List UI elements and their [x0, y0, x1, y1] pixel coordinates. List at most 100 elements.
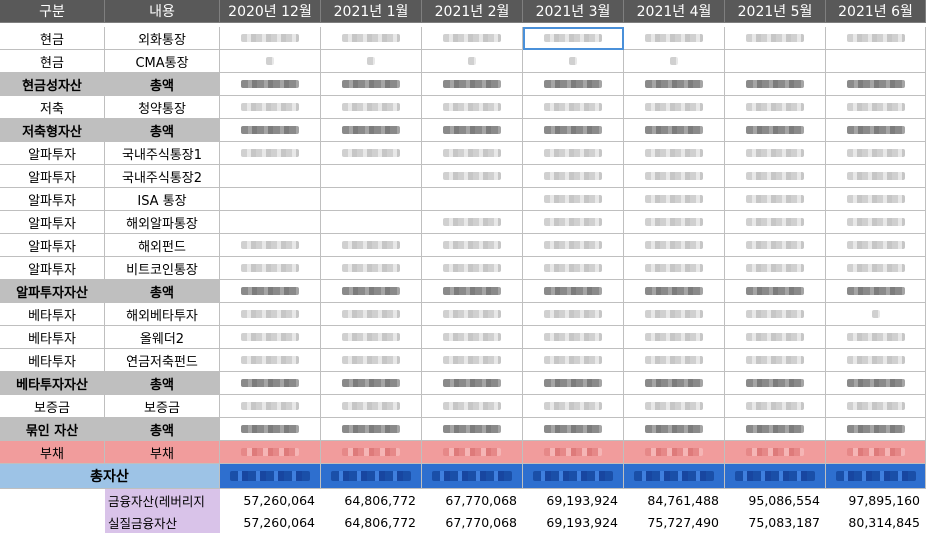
value-cell[interactable] — [826, 464, 926, 489]
summary-value[interactable]: 75,083,187 — [748, 514, 820, 530]
value-cell[interactable] — [220, 188, 321, 211]
content-cell[interactable]: 보증금 — [105, 395, 220, 418]
content-cell[interactable]: CMA통장 — [105, 50, 220, 73]
value-cell[interactable] — [220, 303, 321, 326]
summary-value[interactable]: 64,806,772 — [344, 492, 416, 508]
value-cell[interactable] — [826, 73, 926, 96]
value-cell[interactable] — [826, 142, 926, 165]
value-cell[interactable] — [826, 27, 926, 50]
value-cell[interactable] — [523, 188, 624, 211]
value-cell[interactable] — [321, 418, 422, 441]
value-cell[interactable] — [321, 303, 422, 326]
header-month[interactable]: 2021년 1월 — [321, 0, 422, 23]
content-cell[interactable]: 국내주식통장1 — [105, 142, 220, 165]
value-cell[interactable] — [422, 188, 523, 211]
value-cell[interactable] — [725, 211, 826, 234]
header-month[interactable]: 2021년 2월 — [422, 0, 523, 23]
content-cell[interactable]: 해외알파통장 — [105, 211, 220, 234]
value-cell[interactable] — [321, 257, 422, 280]
value-cell[interactable] — [220, 257, 321, 280]
value-cell[interactable] — [422, 50, 523, 73]
value-cell[interactable] — [624, 211, 725, 234]
summary-value[interactable]: 67,770,068 — [445, 492, 517, 508]
value-cell[interactable] — [422, 441, 523, 464]
total-assets-label[interactable]: 총자산 — [0, 464, 220, 489]
value-cell[interactable] — [523, 280, 624, 303]
value-cell[interactable] — [725, 257, 826, 280]
value-cell[interactable] — [725, 303, 826, 326]
value-cell[interactable] — [725, 234, 826, 257]
value-cell[interactable] — [321, 50, 422, 73]
value-cell[interactable] — [321, 96, 422, 119]
value-cell[interactable] — [725, 372, 826, 395]
value-cell[interactable] — [220, 165, 321, 188]
value-cell[interactable] — [523, 142, 624, 165]
value-cell[interactable] — [725, 50, 826, 73]
category-cell[interactable]: 묶인 자산 — [0, 418, 105, 441]
value-cell[interactable] — [422, 211, 523, 234]
value-cell[interactable] — [220, 418, 321, 441]
value-cell[interactable] — [220, 372, 321, 395]
category-cell[interactable]: 알파투자 — [0, 188, 105, 211]
content-cell[interactable]: 총액 — [105, 73, 220, 96]
value-cell[interactable] — [422, 349, 523, 372]
category-cell[interactable]: 베타투자 — [0, 349, 105, 372]
value-cell[interactable] — [725, 142, 826, 165]
value-cell[interactable] — [321, 349, 422, 372]
value-cell[interactable] — [624, 73, 725, 96]
content-cell[interactable]: 부채 — [105, 441, 220, 464]
value-cell[interactable] — [220, 234, 321, 257]
value-cell[interactable] — [220, 349, 321, 372]
content-cell[interactable]: 총액 — [105, 119, 220, 142]
value-cell[interactable] — [725, 464, 826, 489]
content-cell[interactable]: ISA 통장 — [105, 188, 220, 211]
summary-value[interactable]: 69,193,924 — [546, 492, 618, 508]
header-category[interactable]: 구분 — [0, 0, 105, 23]
summary-label[interactable]: 실질금융자산 — [105, 511, 220, 533]
value-cell[interactable] — [523, 418, 624, 441]
value-cell[interactable] — [624, 96, 725, 119]
value-cell[interactable] — [624, 326, 725, 349]
category-cell[interactable]: 알파투자자산 — [0, 280, 105, 303]
category-cell[interactable]: 베타투자 — [0, 303, 105, 326]
category-cell[interactable]: 베타투자자산 — [0, 372, 105, 395]
category-cell[interactable]: 보증금 — [0, 395, 105, 418]
value-cell[interactable] — [826, 257, 926, 280]
header-month[interactable]: 2021년 6월 — [826, 0, 926, 23]
content-cell[interactable]: 해외베타투자 — [105, 303, 220, 326]
category-cell[interactable]: 부채 — [0, 441, 105, 464]
value-cell[interactable] — [725, 73, 826, 96]
summary-value[interactable]: 64,806,772 — [344, 514, 416, 530]
value-cell[interactable] — [321, 395, 422, 418]
value-cell[interactable] — [321, 372, 422, 395]
value-cell[interactable] — [826, 372, 926, 395]
header-month[interactable]: 2021년 4월 — [624, 0, 725, 23]
category-cell[interactable]: 베타투자 — [0, 326, 105, 349]
value-cell[interactable] — [422, 395, 523, 418]
summary-value[interactable]: 97,895,160 — [848, 492, 920, 508]
category-cell[interactable]: 알파투자 — [0, 165, 105, 188]
value-cell[interactable] — [321, 464, 422, 489]
value-cell[interactable] — [826, 326, 926, 349]
value-cell[interactable] — [422, 257, 523, 280]
content-cell[interactable]: 총액 — [105, 280, 220, 303]
value-cell[interactable] — [321, 73, 422, 96]
value-cell[interactable] — [220, 142, 321, 165]
content-cell[interactable]: 해외펀드 — [105, 234, 220, 257]
value-cell[interactable] — [422, 326, 523, 349]
value-cell[interactable] — [422, 142, 523, 165]
value-cell[interactable] — [523, 303, 624, 326]
summary-value[interactable]: 84,761,488 — [647, 492, 719, 508]
value-cell[interactable] — [422, 96, 523, 119]
value-cell[interactable] — [826, 119, 926, 142]
value-cell[interactable] — [220, 96, 321, 119]
value-cell[interactable] — [624, 165, 725, 188]
value-cell[interactable] — [624, 441, 725, 464]
value-cell[interactable] — [725, 326, 826, 349]
category-cell[interactable]: 현금 — [0, 27, 105, 50]
value-cell[interactable] — [624, 50, 725, 73]
summary-label[interactable]: 금융자산(레버리지 — [105, 489, 220, 511]
value-cell[interactable] — [523, 50, 624, 73]
category-cell[interactable]: 알파투자 — [0, 257, 105, 280]
empty-cell[interactable] — [0, 511, 105, 533]
